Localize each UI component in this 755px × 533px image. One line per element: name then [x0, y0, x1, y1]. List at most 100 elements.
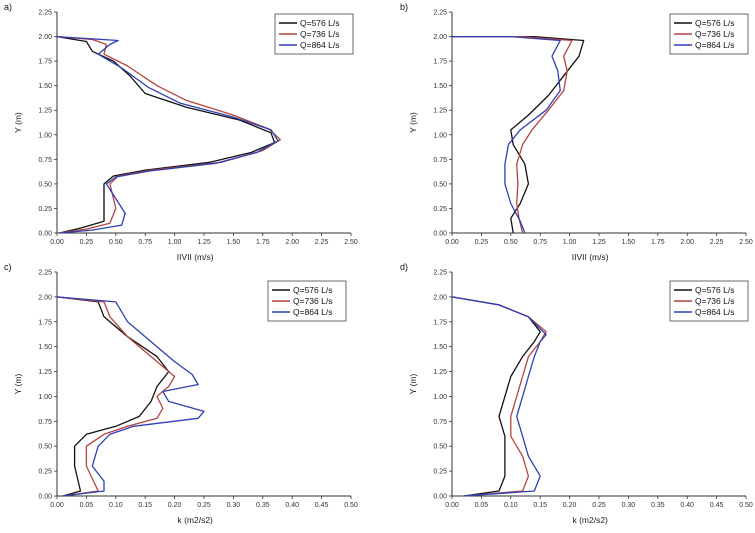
legend-entry: Q=576 L/s: [293, 285, 332, 295]
x-tick-label: 0.05: [475, 502, 489, 509]
x-tick-label: 0.45: [710, 502, 724, 509]
y-tick-label: 2.25: [433, 10, 447, 17]
legend-box: [669, 280, 749, 322]
y-tick-label: 1.25: [433, 369, 447, 376]
y-tick-label: 0.50: [433, 444, 447, 451]
y-tick-label: 1.75: [433, 59, 447, 66]
legend: Q=576 L/sQ=736 L/sQ=864 L/s: [669, 280, 749, 322]
x-tick-label: 0.30: [622, 502, 636, 509]
x-tick-label: 1.25: [197, 239, 211, 246]
y-tick-label: 1.50: [433, 83, 447, 90]
y-tick-label: 0.25: [38, 206, 52, 213]
x-tick-label: 0.15: [138, 502, 152, 509]
legend-entry: Q=736 L/s: [695, 29, 734, 39]
y-tick-label: 2.00: [38, 34, 52, 41]
legend-entry: Q=736 L/s: [695, 296, 734, 306]
x-tick-label: 0.35: [651, 502, 665, 509]
y-tick-label: 2.00: [433, 34, 447, 41]
x-tick-label: 2.50: [739, 239, 753, 246]
y-tick-label: 0.50: [38, 181, 52, 188]
y-tick-label: 1.50: [433, 344, 447, 351]
series-line-1: [451, 296, 541, 497]
panel-label: a): [4, 2, 12, 12]
x-tick-label: 0.75: [533, 239, 547, 246]
y-tick-label: 0.75: [38, 419, 52, 426]
y-axis-title: Y (m): [408, 374, 418, 395]
x-tick-label: 1.75: [651, 239, 665, 246]
legend-entry: Q=864 L/s: [695, 40, 734, 50]
x-tick-label: 2.25: [315, 239, 329, 246]
y-tick-label: 1.00: [433, 132, 447, 139]
x-tick-label: 2.00: [680, 239, 694, 246]
x-tick-label: 0.75: [138, 239, 152, 246]
x-tick-label: 0.20: [563, 502, 577, 509]
legend-entry: Q=736 L/s: [293, 296, 332, 306]
x-tick-label: 0.05: [80, 502, 94, 509]
y-tick-label: 1.50: [38, 83, 52, 90]
y-tick-label: 2.25: [38, 10, 52, 17]
x-tick-label: 0.50: [109, 239, 123, 246]
y-tick-label: 1.25: [433, 108, 447, 115]
series-line-2: [56, 35, 282, 234]
x-tick-label: 0.10: [109, 502, 123, 509]
series-line-2: [452, 35, 573, 234]
chart-panel-4: d) 0.00 0.25 0.50 0.75 1.00 1.25 1.50 1.75 2.00 2.…: [400, 262, 753, 525]
x-tick-label: 0.15: [533, 502, 547, 509]
y-tick-label: 2.25: [38, 270, 52, 277]
y-tick-label: 0.50: [433, 181, 447, 188]
x-tick-label: 0.00: [50, 502, 64, 509]
x-tick-label: 0.50: [504, 239, 518, 246]
x-tick-label: 1.50: [622, 239, 636, 246]
x-tick-label: 1.50: [227, 239, 241, 246]
y-tick-label: 1.00: [38, 132, 52, 139]
y-tick-label: 1.00: [38, 394, 52, 401]
x-tick-label: 2.25: [710, 239, 724, 246]
x-axis-title: IIVII (m/s): [572, 252, 609, 262]
x-tick-label: 0.45: [315, 502, 329, 509]
x-tick-label: 1.00: [563, 239, 577, 246]
y-axis-title: Y (m): [408, 112, 418, 133]
x-tick-label: 0.00: [445, 502, 459, 509]
y-tick-label: 1.00: [433, 394, 447, 401]
y-tick-label: 0.75: [433, 419, 447, 426]
y-tick-label: 0.25: [433, 206, 447, 213]
y-tick-label: 0.25: [38, 469, 52, 476]
legend-entry: Q=736 L/s: [300, 29, 339, 39]
y-tick-label: 2.25: [433, 270, 447, 277]
y-tick-label: 1.75: [433, 319, 447, 326]
chart-panel-2: b) 0.00 0.25 0.50 0.75 1.00 1.25 1.50 1.75 2.00 2.…: [400, 2, 753, 262]
y-tick-label: 0.25: [433, 469, 447, 476]
y-tick-label: 2.00: [433, 294, 447, 301]
x-tick-label: 0.50: [344, 502, 358, 509]
legend-entry: Q=576 L/s: [300, 18, 339, 28]
y-tick-label: 0.00: [433, 231, 447, 238]
x-tick-label: 0.00: [50, 239, 64, 246]
series-line-2: [56, 296, 176, 497]
y-tick-label: 1.25: [38, 369, 52, 376]
series-line-1: [56, 35, 276, 234]
y-tick-label: 1.25: [38, 108, 52, 115]
x-tick-label: 2.50: [344, 239, 358, 246]
series-line-1: [56, 296, 170, 497]
x-tick-label: 0.00: [445, 239, 459, 246]
legend-entry: Q=864 L/s: [695, 307, 734, 317]
panel-label: c): [4, 262, 12, 272]
x-axis-title: k (m2/s2): [177, 515, 213, 525]
legend-entry: Q=864 L/s: [293, 307, 332, 317]
x-axis-title: k (m2/s2): [572, 515, 608, 525]
legend: Q=576 L/sQ=736 L/sQ=864 L/s: [669, 13, 749, 55]
x-tick-label: 0.10: [504, 502, 518, 509]
series-line-3: [56, 296, 205, 497]
y-tick-label: 1.50: [38, 344, 52, 351]
series-line-2: [451, 296, 547, 497]
y-tick-label: 0.50: [38, 444, 52, 451]
y-axis-title: Y (m): [13, 112, 23, 133]
y-tick-label: 0.00: [38, 231, 52, 238]
x-tick-label: 0.25: [592, 502, 606, 509]
x-tick-label: 1.00: [168, 239, 182, 246]
y-tick-label: 2.00: [38, 294, 52, 301]
y-tick-label: 0.75: [433, 157, 447, 164]
x-tick-label: 0.25: [80, 239, 94, 246]
x-tick-label: 0.30: [227, 502, 241, 509]
